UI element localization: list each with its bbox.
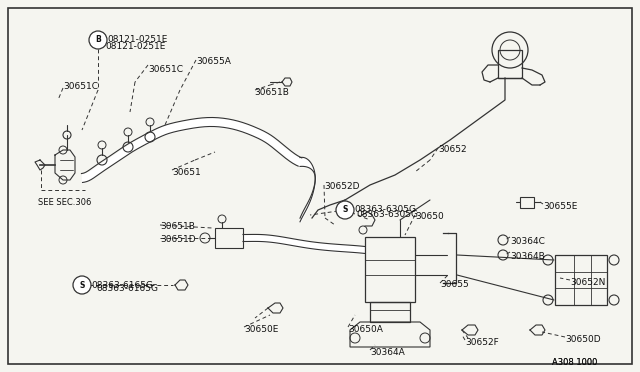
Text: SEE SEC.306: SEE SEC.306 <box>38 198 92 207</box>
Text: 30651D: 30651D <box>160 235 196 244</box>
Bar <box>365 237 415 302</box>
Circle shape <box>89 31 107 49</box>
Text: 30652D: 30652D <box>324 182 360 191</box>
Circle shape <box>73 276 91 294</box>
Bar <box>520 197 534 208</box>
Text: A308 1000: A308 1000 <box>552 358 597 367</box>
Text: B: B <box>95 35 101 45</box>
Bar <box>370 302 410 322</box>
Text: 08121-0251E: 08121-0251E <box>107 35 168 45</box>
Text: A308 1000: A308 1000 <box>552 358 597 367</box>
Circle shape <box>336 201 354 219</box>
Text: 30651B: 30651B <box>160 222 195 231</box>
Text: 30655E: 30655E <box>543 202 577 211</box>
Text: S: S <box>79 280 84 289</box>
Text: 30650E: 30650E <box>244 325 278 334</box>
Text: 30651B: 30651B <box>254 88 289 97</box>
Text: 30364A: 30364A <box>370 348 404 357</box>
Text: 08121-0251E: 08121-0251E <box>105 42 165 51</box>
Text: 08363-6165G: 08363-6165G <box>96 284 158 293</box>
Text: 30651C: 30651C <box>148 65 183 74</box>
Bar <box>498 50 522 78</box>
Text: 30655: 30655 <box>440 280 468 289</box>
Text: 30364C: 30364C <box>510 237 545 246</box>
Text: 30650A: 30650A <box>348 325 383 334</box>
Text: 30655A: 30655A <box>196 57 231 66</box>
Text: 30652N: 30652N <box>570 278 605 287</box>
Text: 08363-6165G: 08363-6165G <box>91 280 153 289</box>
Text: 08363-6305G: 08363-6305G <box>356 210 418 219</box>
Text: 30652: 30652 <box>438 145 467 154</box>
Text: 08363-6305G: 08363-6305G <box>354 205 416 215</box>
Text: 30650: 30650 <box>415 212 444 221</box>
Text: 30364B: 30364B <box>510 252 545 261</box>
Bar <box>555 255 607 305</box>
Text: S: S <box>342 205 348 215</box>
Text: 30651: 30651 <box>172 168 201 177</box>
Text: 30650D: 30650D <box>565 335 600 344</box>
Bar <box>215 228 243 248</box>
Text: 30651C: 30651C <box>63 82 98 91</box>
Text: 30652F: 30652F <box>465 338 499 347</box>
